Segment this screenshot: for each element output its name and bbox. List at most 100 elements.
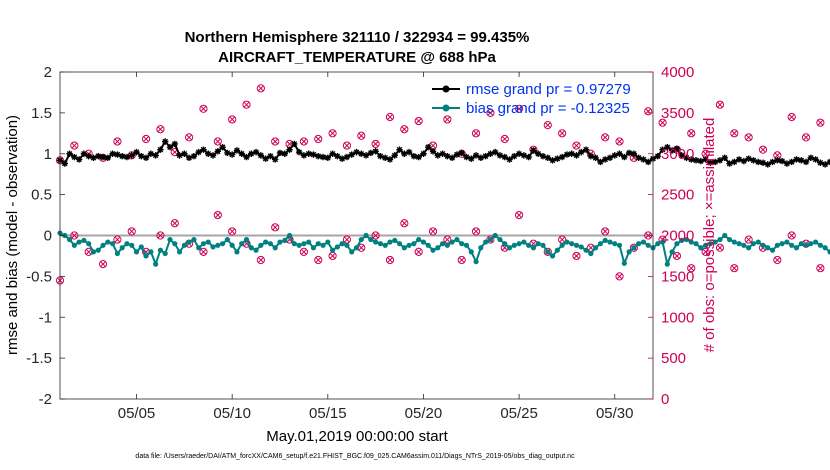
rmse-point [539, 153, 547, 160]
rmse-point [200, 146, 207, 153]
obs-possible-circle [658, 118, 667, 127]
bias-point [296, 242, 302, 248]
rmse-point [616, 150, 623, 157]
obs-count-point [127, 227, 136, 236]
rmse-point [487, 150, 494, 157]
rmse-point [496, 152, 504, 159]
rmse-point [310, 151, 317, 158]
obs-assimilated-cross [545, 122, 551, 128]
bias-point [344, 242, 350, 248]
rmse-point [477, 154, 485, 162]
rmse-point [482, 153, 489, 160]
obs-count-point [271, 223, 280, 232]
obs-assimilated-cross [85, 249, 92, 255]
bias-point [784, 239, 790, 245]
obs-assimilated-cross [444, 236, 451, 243]
obs-count-point [185, 133, 194, 142]
rmse-point [142, 154, 150, 162]
obs-possible-circle [242, 100, 251, 109]
rmse-point [372, 148, 379, 155]
obs-assimilated-cross [702, 150, 709, 157]
obs-count-point [70, 141, 79, 150]
obs-count-point [514, 210, 524, 220]
bias-point [612, 241, 618, 247]
obs-possible-circle [672, 251, 682, 261]
obs-count-point [213, 137, 222, 146]
obs-assimilated-cross [731, 130, 738, 137]
rmse-point [458, 149, 465, 157]
obs-count-point [271, 137, 280, 146]
obs-possible-circle [758, 145, 768, 154]
bias-point [679, 237, 685, 244]
bias-point [329, 247, 336, 253]
rmse-point [358, 150, 365, 157]
rmse-point [291, 140, 298, 148]
rmse-point [181, 150, 188, 157]
obs-assimilated-cross [616, 138, 623, 145]
bias-point [253, 247, 259, 253]
obs-assimilated-cross [329, 130, 336, 137]
obs-count-point [687, 264, 696, 273]
obs-count-point [170, 219, 179, 228]
obs-assimilated-cross [659, 119, 666, 126]
bias-point [66, 236, 73, 243]
bias-point [521, 239, 527, 245]
bias-point [191, 236, 197, 243]
rmse-point [745, 155, 752, 162]
obs-assimilated-cross [688, 265, 695, 271]
obs-count-point [758, 145, 768, 154]
rmse-point [420, 150, 427, 157]
bias-point [277, 239, 283, 245]
obs-assimilated-cross [774, 257, 781, 263]
bias-point [282, 237, 288, 244]
obs-possible-circle [572, 251, 581, 261]
obs-assimilated-cross [573, 253, 580, 259]
obs-assimilated-cross [745, 134, 752, 141]
bias-point [138, 244, 144, 250]
obs-assimilated-cross [616, 273, 623, 280]
rmse-point [353, 148, 360, 156]
rmse-point [152, 152, 159, 159]
obs-assimilated-cross [817, 265, 824, 271]
bias-point [306, 239, 312, 245]
obs-possible-circle [715, 100, 725, 109]
bias-point [502, 241, 508, 247]
rmse-point [305, 150, 312, 157]
rmse-point [214, 148, 222, 155]
bias-point [291, 241, 297, 247]
rmse-point [209, 152, 217, 159]
bias-point [506, 245, 513, 251]
obs-possible-circle [371, 139, 380, 149]
obs-count-point [471, 129, 481, 138]
bias-point [224, 236, 230, 243]
rmse-point [410, 153, 418, 160]
y-axis-left-label: rmse and bias (model - observation) [4, 115, 21, 355]
rmse-point [114, 151, 121, 158]
obs-count-point [328, 129, 337, 138]
obs-count-point [256, 255, 265, 265]
obs-assimilated-cross [473, 130, 479, 137]
rmse-point [630, 150, 638, 157]
bias-point [263, 239, 269, 245]
rmse-point [448, 154, 456, 162]
bias-point [382, 242, 388, 248]
rmse-point [491, 148, 499, 156]
obs-possible-circle [615, 137, 624, 146]
rmse-point [683, 154, 690, 162]
y-axis-right-ticks: 0 500 1000 1500 2000 2500 3000 3500 4000 [648, 64, 694, 408]
obs-possible-circle [400, 219, 409, 228]
obs-possible-circle [371, 231, 380, 240]
rmse-point [257, 152, 265, 159]
bias-point [373, 239, 379, 245]
bias-point [119, 245, 125, 251]
bias-point [349, 249, 355, 255]
obs-count-point [299, 247, 308, 256]
obs-assimilated-cross [372, 141, 379, 147]
bias-point [478, 245, 484, 251]
x-axis-ticks: 05/05 05/10 05/15 05/20 05/25 05/30 [118, 72, 634, 422]
rmse-point [525, 153, 532, 161]
rmse-point [343, 153, 351, 161]
bias-point [181, 242, 187, 248]
rmse-point [444, 153, 451, 160]
rmse-point [807, 154, 815, 162]
